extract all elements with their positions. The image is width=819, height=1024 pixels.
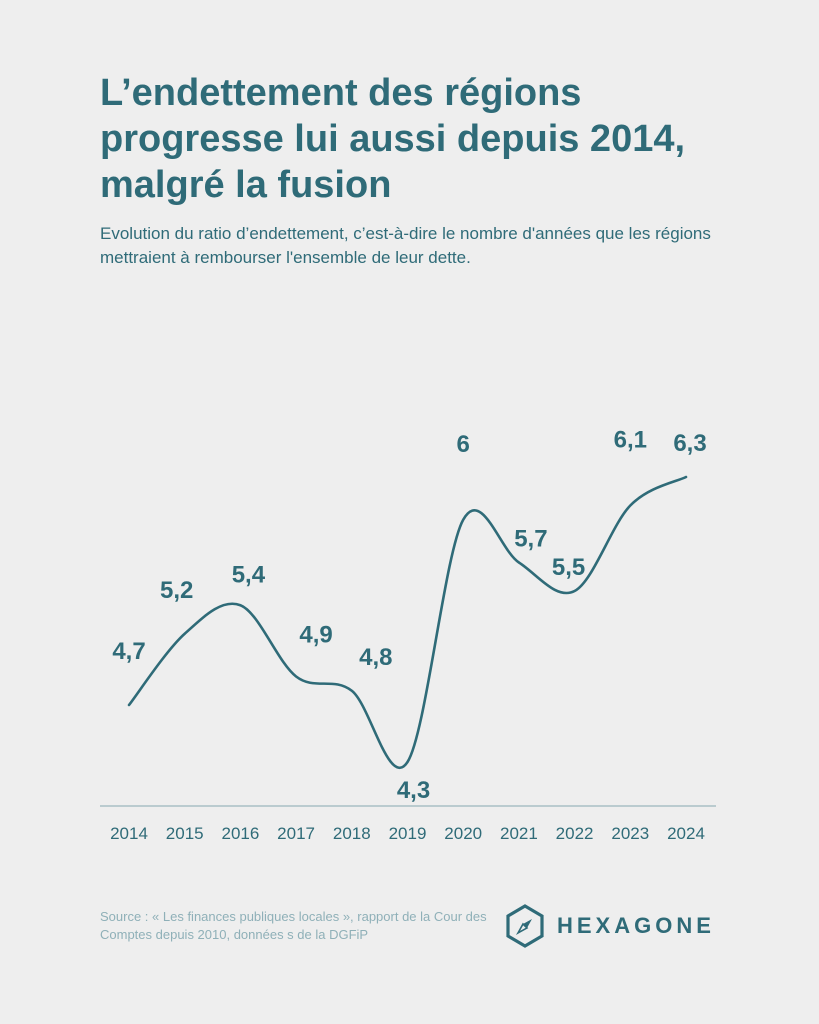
x-tick-label: 2023 (611, 824, 649, 843)
data-label: 5,5 (552, 554, 585, 581)
compass-hexagon-icon (505, 904, 545, 948)
data-label: 5,2 (160, 577, 193, 604)
data-label: 4,7 (112, 638, 145, 665)
logo-text: HEXAGONE (557, 913, 715, 938)
data-label: 6,1 (614, 427, 647, 454)
data-label: 5,7 (514, 526, 547, 553)
data-label: 4,9 (299, 622, 332, 649)
x-tick-label: 2017 (277, 824, 315, 843)
x-tick-label: 2016 (221, 824, 259, 843)
data-label: 4,3 (397, 777, 430, 804)
x-tick-label: 2020 (444, 824, 482, 843)
data-label: 6,3 (673, 430, 706, 457)
chart-subtitle: Evolution du ratio d’endettement, c’est-… (100, 224, 711, 267)
chart-title: L’endettement des régions progresse lui … (100, 72, 686, 206)
source-note: Source : « Les finances publiques locale… (100, 909, 487, 942)
x-tick-label: 2018 (333, 824, 371, 843)
data-label: 6 (457, 431, 470, 458)
hexagone-logo: HEXAGONE (505, 903, 715, 949)
x-tick-label: 2021 (500, 824, 538, 843)
x-tick-label: 2015 (166, 824, 204, 843)
x-tick-label: 2022 (556, 824, 594, 843)
data-label: 4,8 (359, 644, 392, 671)
data-label: 5,4 (232, 561, 266, 588)
x-tick-label: 2019 (389, 824, 427, 843)
x-tick-label: 2024 (667, 824, 705, 843)
series-line (127, 475, 688, 770)
x-tick-label: 2014 (110, 824, 148, 843)
